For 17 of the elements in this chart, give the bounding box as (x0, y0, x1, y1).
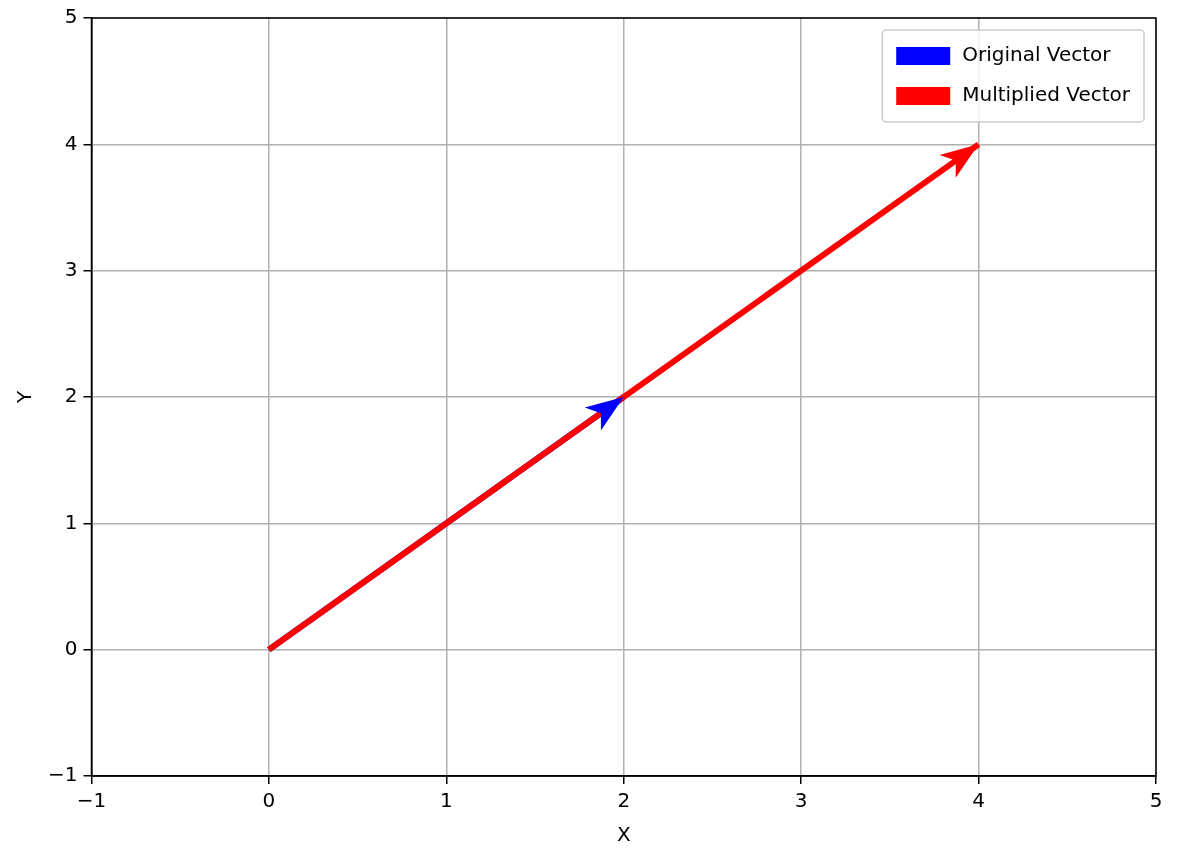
y-tick-label: 4 (64, 130, 78, 155)
legend-label: Multiplied Vector (962, 82, 1131, 107)
y-tick-label: 5 (64, 4, 78, 29)
y-tick-label: −1 (48, 762, 78, 787)
x-tick-label: 3 (794, 788, 808, 813)
y-tick-label: 1 (64, 509, 78, 534)
y-axis-title: Y (12, 390, 37, 405)
x-tick-label: 5 (1149, 788, 1163, 813)
y-tick-label: 0 (64, 635, 78, 660)
x-tick-label: 4 (972, 788, 985, 813)
y-tick-label: 3 (64, 256, 78, 281)
x-tick-label: 1 (439, 788, 453, 813)
x-axis-title: X (616, 822, 631, 847)
x-tick-label: 2 (617, 788, 631, 813)
x-tick-label: 0 (262, 788, 276, 813)
legend-label: Original Vector (962, 42, 1112, 67)
y-tick-label: 2 (64, 383, 78, 408)
